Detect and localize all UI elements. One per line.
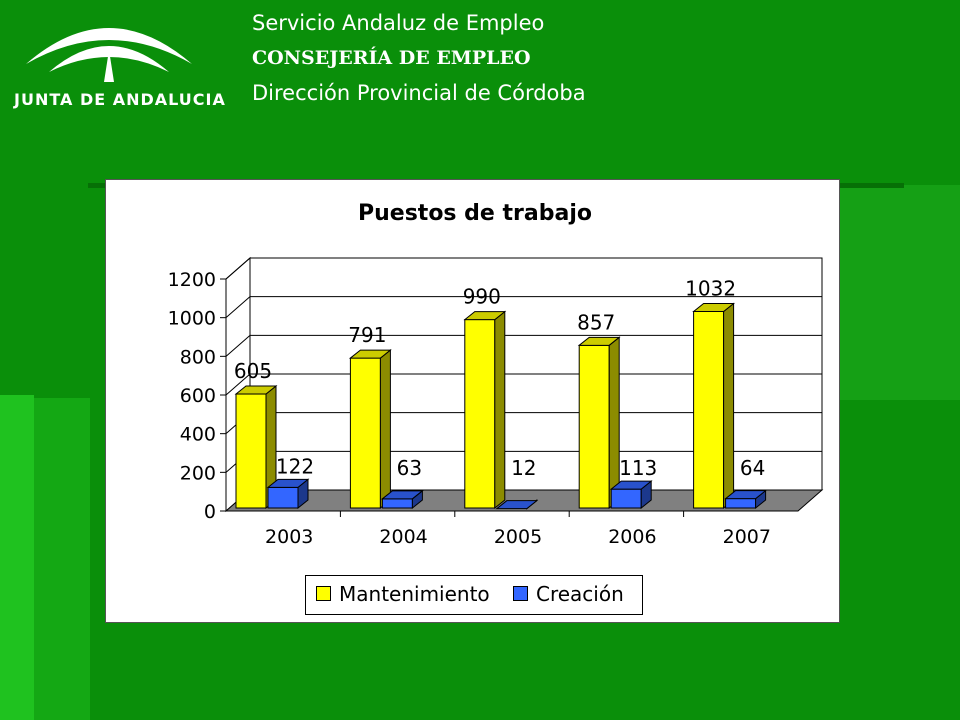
bar-front (725, 498, 757, 509)
data-label: 63 (397, 456, 422, 480)
bar-front (235, 393, 267, 509)
background-stripe-right (830, 185, 960, 400)
data-label: 113 (619, 456, 657, 480)
org-line-3: Dirección Provincial de Córdoba (252, 81, 586, 105)
data-label: 12 (511, 456, 536, 480)
chart-legend: Mantenimiento Creación (305, 575, 643, 615)
bar-2006-creacion: 113 (609, 456, 657, 510)
x-tick-label: 2007 (723, 526, 771, 548)
background-stripe-left (0, 395, 34, 720)
bar-2005-creacion: 12 (495, 456, 539, 510)
data-label: 857 (577, 310, 615, 334)
x-tick-label: 2003 (265, 526, 313, 548)
bar-top (234, 385, 278, 395)
bar-side (723, 302, 735, 510)
bar-2006-mantenimiento: 857 (577, 310, 621, 510)
y-tick-label: 600 (180, 385, 216, 407)
bar-top (348, 349, 392, 359)
chart-panel: Puestos de trabajo 0 200 400 600 800 1000 1200… (105, 179, 840, 623)
bar-front (610, 488, 642, 509)
y-tick-label: 0 (204, 501, 216, 523)
y-tick-label: 1000 (168, 308, 216, 330)
bar-2005-mantenimiento: 990 (463, 285, 507, 510)
background-stripe-left-inner (34, 398, 90, 720)
y-tick-label: 1200 (168, 269, 216, 291)
bar-side (379, 349, 391, 510)
chart-title: Puestos de trabajo (358, 201, 592, 226)
bar-side (608, 336, 620, 510)
bar-front (381, 498, 413, 509)
legend-swatch-creacion (513, 586, 528, 601)
bar-front (267, 486, 299, 509)
bar-top (577, 336, 621, 346)
junta-logo: JUNTA DE ANDALUCIA (14, 2, 226, 122)
x-tick-label: 2006 (608, 526, 656, 548)
bar-front (349, 357, 381, 509)
header-block: Servicio Andaluz de Empleo CONSEJERÍA DE… (252, 6, 586, 111)
bar-front (693, 310, 725, 509)
bar-top (266, 478, 310, 488)
legend-label-creacion: Creación (536, 582, 624, 606)
legend-label-mantenimiento: Mantenimiento (339, 582, 490, 606)
bar-top (724, 490, 768, 500)
bar-2007-mantenimiento: 1032 (685, 276, 736, 510)
gridline (225, 257, 822, 280)
bar-2004-mantenimiento: 791 (348, 323, 392, 510)
gridline (225, 334, 822, 357)
data-label: 122 (276, 454, 314, 478)
legend-item-creacion: Creación (513, 582, 624, 606)
legend-swatch-mantenimiento (316, 586, 331, 601)
logo-text: JUNTA DE ANDALUCIA (14, 90, 226, 109)
data-label: 605 (234, 359, 272, 383)
y-tick-label: 800 (180, 346, 216, 368)
data-label: 1032 (685, 276, 736, 300)
data-label: 64 (740, 456, 765, 480)
bar-top (380, 490, 424, 500)
y-tick-label: 200 (180, 462, 216, 484)
x-tick-label: 2004 (379, 526, 427, 548)
y-tick-label: 400 (180, 424, 216, 446)
bar-top (692, 302, 736, 312)
bar-side (494, 310, 506, 510)
bar-top (609, 480, 653, 490)
data-label: 990 (463, 285, 501, 309)
bar-chart: Puestos de trabajo 0 200 400 600 800 1000 1200… (168, 201, 824, 548)
x-tick-label: 2005 (494, 526, 542, 548)
bar-top (495, 500, 539, 510)
gridline (225, 373, 822, 396)
data-label: 791 (348, 323, 386, 347)
org-line-1: Servicio Andaluz de Empleo (252, 11, 545, 35)
bar-2004-creacion: 63 (380, 456, 424, 510)
bar-2003-creacion: 122 (266, 454, 314, 510)
bar-top (463, 311, 507, 321)
bar-front (464, 319, 496, 509)
org-line-2: CONSEJERÍA DE EMPLEO (252, 47, 531, 69)
bar-front (578, 344, 610, 509)
gridline (225, 296, 822, 319)
legend-item-mantenimiento: Mantenimiento (316, 582, 490, 606)
bar-2007-creacion: 64 (724, 456, 768, 510)
logo-arc-icon (26, 28, 192, 82)
